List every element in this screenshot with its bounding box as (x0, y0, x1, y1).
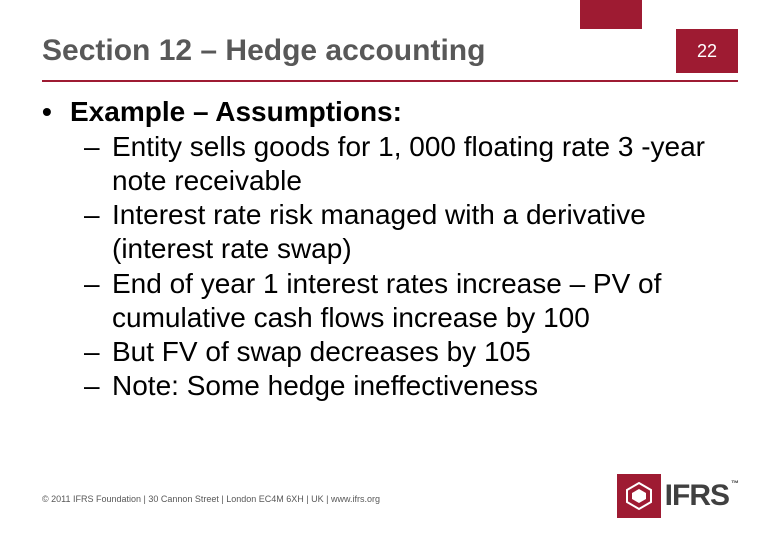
body-content: • Example – Assumptions: – Entity sells … (42, 96, 738, 403)
logo-text: IFRS™ (665, 479, 738, 513)
level2-text: Entity sells goods for 1, 000 floating r… (112, 130, 738, 198)
bullet-dash-icon: – (84, 130, 112, 198)
level2-bullet: – Note: Some hedge ineffectiveness (84, 369, 738, 403)
slide-title: Section 12 – Hedge accounting (42, 34, 676, 68)
bullet-dash-icon: – (84, 335, 112, 369)
bullet-dash-icon: – (84, 198, 112, 266)
page-number-box: 22 (676, 29, 738, 73)
bullet-dash-icon: – (84, 369, 112, 403)
logo-letters: IFRS (665, 479, 729, 512)
level2-text: Interest rate risk managed with a deriva… (112, 198, 738, 266)
level2-bullet: – But FV of swap decreases by 105 (84, 335, 738, 369)
level2-text: But FV of swap decreases by 105 (112, 335, 738, 369)
accent-top-bar (580, 0, 642, 29)
bullet-dot-icon: • (42, 96, 70, 128)
level2-text: Note: Some hedge ineffectiveness (112, 369, 738, 403)
slide: Section 12 – Hedge accounting 22 • Examp… (0, 0, 780, 540)
level2-bullet: – Entity sells goods for 1, 000 floating… (84, 130, 738, 198)
hexagon-icon (624, 481, 654, 511)
ifrs-logo: IFRS™ (617, 474, 738, 518)
page-number: 22 (697, 41, 717, 62)
footer-text: © 2011 IFRS Foundation | 30 Cannon Stree… (42, 494, 380, 504)
title-row: Section 12 – Hedge accounting 22 (42, 29, 738, 73)
bullet-dash-icon: – (84, 267, 112, 335)
level2-bullet: – Interest rate risk managed with a deri… (84, 198, 738, 266)
level2-bullet: – End of year 1 interest rates increase … (84, 267, 738, 335)
level1-bullet: • Example – Assumptions: (42, 96, 738, 128)
logo-mark-icon (617, 474, 661, 518)
level2-text: End of year 1 interest rates increase – … (112, 267, 738, 335)
title-rule (42, 80, 738, 82)
trademark-icon: ™ (731, 479, 738, 488)
level1-text: Example – Assumptions: (70, 96, 402, 128)
